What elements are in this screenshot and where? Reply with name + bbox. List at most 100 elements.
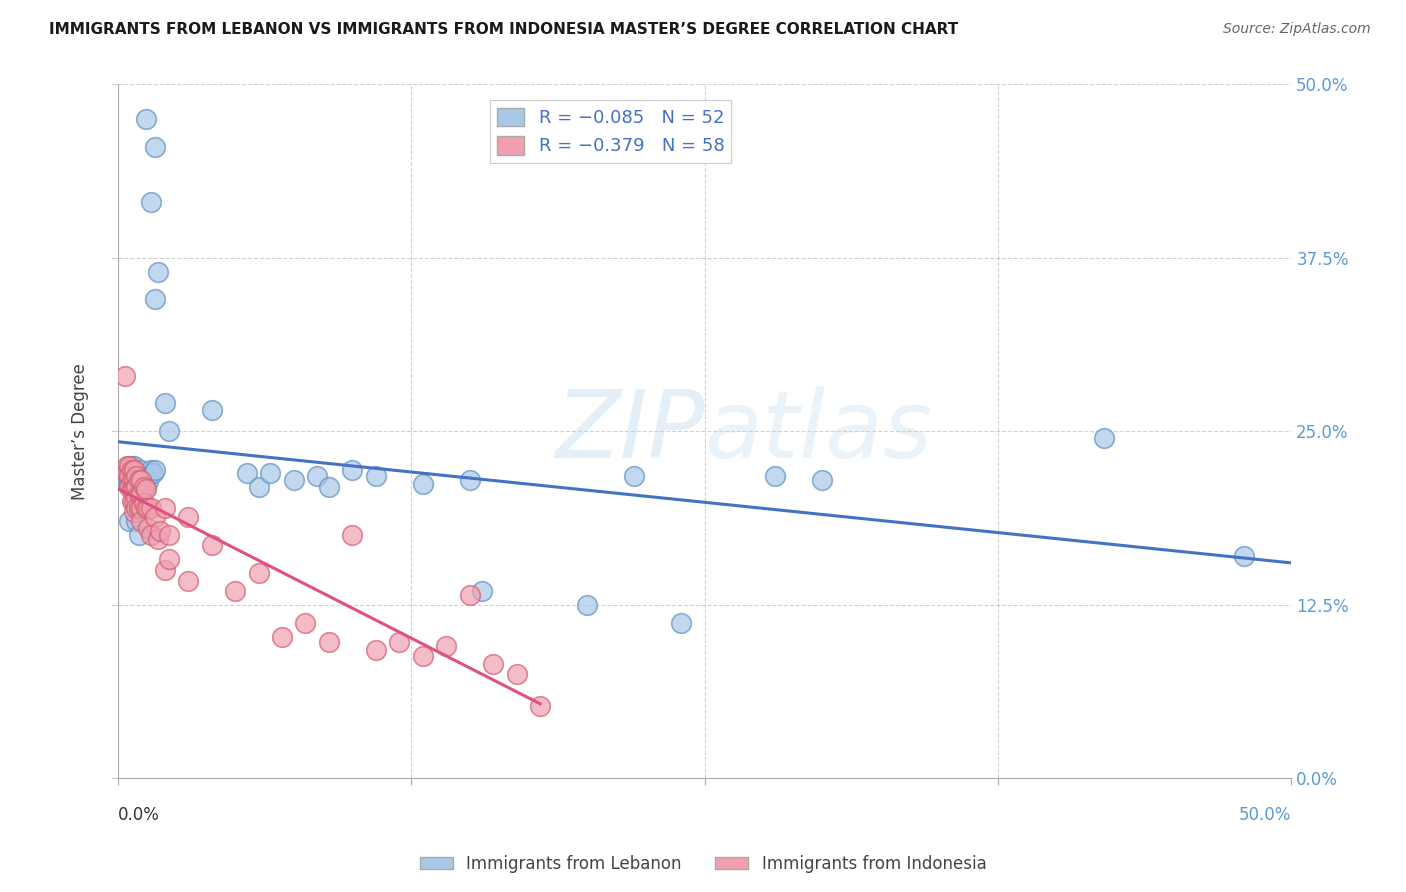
Point bbox=[129, 486, 152, 500]
Point bbox=[132, 477, 155, 491]
Point bbox=[342, 463, 364, 477]
Point bbox=[129, 463, 152, 477]
Point bbox=[125, 491, 148, 505]
Point bbox=[142, 466, 165, 480]
Point bbox=[129, 473, 152, 487]
Point bbox=[128, 528, 150, 542]
Point bbox=[122, 458, 145, 473]
Point bbox=[153, 500, 176, 515]
Point bbox=[139, 195, 162, 210]
Point bbox=[118, 480, 141, 494]
Point bbox=[177, 574, 200, 588]
Point bbox=[122, 493, 145, 508]
Point bbox=[482, 657, 505, 672]
Legend: R = −0.085   N = 52, R = −0.379   N = 58: R = −0.085 N = 52, R = −0.379 N = 58 bbox=[489, 101, 731, 162]
Text: 0.0%: 0.0% bbox=[118, 805, 160, 823]
Point bbox=[224, 583, 246, 598]
Text: Source: ZipAtlas.com: Source: ZipAtlas.com bbox=[1223, 22, 1371, 37]
Point bbox=[128, 500, 150, 515]
Point bbox=[307, 468, 329, 483]
Point bbox=[128, 486, 150, 500]
Point bbox=[271, 630, 294, 644]
Point bbox=[529, 698, 551, 713]
Point bbox=[143, 140, 166, 154]
Point bbox=[136, 500, 159, 515]
Point bbox=[157, 552, 180, 566]
Point bbox=[121, 483, 143, 497]
Point bbox=[136, 474, 159, 488]
Point bbox=[129, 468, 152, 483]
Point bbox=[1092, 431, 1115, 445]
Point bbox=[412, 648, 434, 663]
Point bbox=[128, 473, 150, 487]
Point bbox=[121, 466, 143, 480]
Point bbox=[135, 483, 157, 497]
Point bbox=[318, 480, 340, 494]
Point bbox=[122, 505, 145, 519]
Point bbox=[135, 500, 157, 515]
Point bbox=[669, 615, 692, 630]
Point bbox=[125, 466, 148, 480]
Point bbox=[458, 473, 481, 487]
Point bbox=[623, 468, 645, 483]
Point bbox=[1233, 549, 1256, 563]
Point bbox=[157, 528, 180, 542]
Point bbox=[121, 463, 143, 477]
Point bbox=[388, 635, 411, 649]
Point bbox=[576, 598, 599, 612]
Point bbox=[135, 112, 157, 127]
Point bbox=[115, 458, 138, 473]
Point bbox=[128, 473, 150, 487]
Point bbox=[143, 510, 166, 524]
Point bbox=[364, 468, 387, 483]
Point bbox=[157, 424, 180, 438]
Point bbox=[129, 515, 152, 529]
Point bbox=[122, 466, 145, 480]
Point bbox=[283, 473, 305, 487]
Point bbox=[135, 480, 157, 494]
Text: IMMIGRANTS FROM LEBANON VS IMMIGRANTS FROM INDONESIA MASTER’S DEGREE CORRELATION: IMMIGRANTS FROM LEBANON VS IMMIGRANTS FR… bbox=[49, 22, 959, 37]
Point bbox=[458, 588, 481, 602]
Point bbox=[136, 521, 159, 535]
Point bbox=[143, 463, 166, 477]
Point bbox=[811, 473, 834, 487]
Point bbox=[129, 500, 152, 515]
Point bbox=[200, 403, 222, 417]
Point bbox=[118, 458, 141, 473]
Point bbox=[200, 538, 222, 552]
Point bbox=[146, 265, 169, 279]
Point bbox=[125, 473, 148, 487]
Point bbox=[318, 635, 340, 649]
Point bbox=[118, 515, 141, 529]
Point bbox=[247, 566, 270, 580]
Point bbox=[139, 463, 162, 477]
Text: 50.0%: 50.0% bbox=[1239, 805, 1291, 823]
Point bbox=[122, 473, 145, 487]
Point bbox=[125, 500, 148, 515]
Point bbox=[342, 528, 364, 542]
Point bbox=[115, 473, 138, 487]
Point bbox=[114, 368, 136, 383]
Point bbox=[122, 483, 145, 497]
Point bbox=[143, 293, 166, 307]
Point bbox=[125, 468, 148, 483]
Point bbox=[177, 510, 200, 524]
Point bbox=[121, 473, 143, 487]
Point bbox=[139, 528, 162, 542]
Point bbox=[132, 468, 155, 483]
Point bbox=[470, 583, 492, 598]
Point bbox=[122, 463, 145, 477]
Point bbox=[128, 466, 150, 480]
Point bbox=[118, 473, 141, 487]
Point bbox=[236, 466, 259, 480]
Point bbox=[125, 515, 148, 529]
Point bbox=[146, 533, 169, 547]
Legend: Immigrants from Lebanon, Immigrants from Indonesia: Immigrants from Lebanon, Immigrants from… bbox=[413, 848, 993, 880]
Point bbox=[247, 480, 270, 494]
Point bbox=[434, 639, 457, 653]
Point bbox=[115, 466, 138, 480]
Point bbox=[121, 458, 143, 473]
Point bbox=[364, 643, 387, 657]
Point bbox=[132, 496, 155, 510]
Point bbox=[259, 466, 281, 480]
